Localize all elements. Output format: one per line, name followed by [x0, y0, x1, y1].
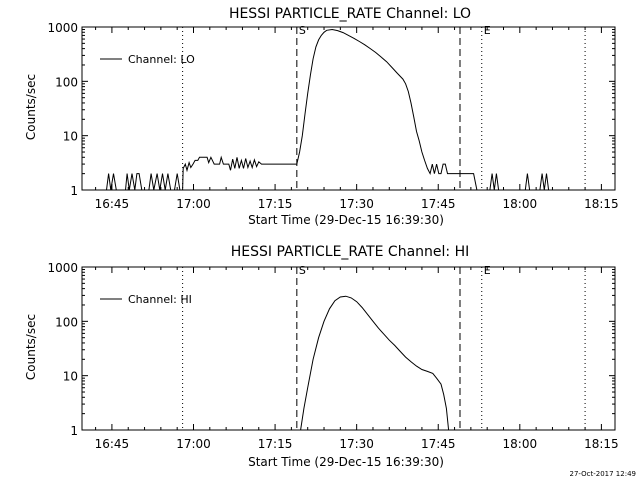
lo-y-tick-label: 1 — [70, 184, 78, 198]
hi-channel-panel: HESSI PARTICLE_RATE Channel: HI Counts/s… — [24, 244, 619, 469]
hi-y-tick-label: 1 — [70, 424, 78, 438]
lo-marker-label-e: E — [484, 24, 491, 37]
hi-x-tick-label: 16:45 — [95, 437, 130, 451]
lo-x-axis-label: Start Time (29-Dec-15 16:39:30) — [248, 213, 444, 227]
lo-x-tick-label: 18:00 — [503, 197, 538, 211]
hi-marker-label-e: E — [484, 264, 491, 277]
hi-x-tick-label: 17:30 — [339, 437, 374, 451]
hi-x-tick-label: 18:15 — [584, 437, 619, 451]
hi-x-tick-label: 18:00 — [503, 437, 538, 451]
footer-timestamp: 27-Oct-2017 12:49 — [569, 470, 636, 478]
hi-y-tick-label: 100 — [55, 315, 78, 329]
hi-legend-label: Channel: HI — [128, 293, 192, 306]
hi-x-tick-label: 17:15 — [258, 437, 293, 451]
lo-series-line — [82, 28, 615, 191]
hi-x-tick-label: 17:45 — [421, 437, 456, 451]
lo-y-tick-label: 1000 — [47, 21, 78, 35]
lo-channel-panel: HESSI PARTICLE_RATE Channel: LO Counts/s… — [24, 6, 619, 227]
hi-plot-frame — [81, 266, 616, 431]
hi-series-line — [300, 295, 450, 431]
lo-x-tick-label: 17:45 — [421, 197, 456, 211]
lo-plot-frame — [81, 26, 616, 191]
lo-y-tick-label: 100 — [55, 75, 78, 89]
lo-x-tick-label: 16:45 — [95, 197, 130, 211]
lo-x-tick-label: 18:15 — [584, 197, 619, 211]
lo-x-tick-label: 17:15 — [258, 197, 293, 211]
lo-chart-title: HESSI PARTICLE_RATE Channel: LO — [229, 6, 471, 22]
lo-y-axis-label: Counts/sec — [24, 74, 38, 140]
hi-y-axis-label: Counts/sec — [24, 314, 38, 380]
lo-x-tick-label: 17:00 — [176, 197, 211, 211]
hi-x-tick-label: 17:00 — [176, 437, 211, 451]
hi-x-axis-label: Start Time (29-Dec-15 16:39:30) — [248, 455, 444, 469]
lo-y-tick-label: 10 — [63, 130, 78, 144]
lo-x-tick-label: 17:30 — [339, 197, 374, 211]
hi-marker-label-s: S — [299, 264, 306, 277]
hi-y-tick-label: 10 — [63, 370, 78, 384]
lo-legend-label: Channel: LO — [128, 53, 195, 66]
hi-y-tick-label: 1000 — [47, 261, 78, 275]
hi-chart-title: HESSI PARTICLE_RATE Channel: HI — [231, 244, 469, 260]
lo-marker-label-s: S — [299, 24, 306, 37]
